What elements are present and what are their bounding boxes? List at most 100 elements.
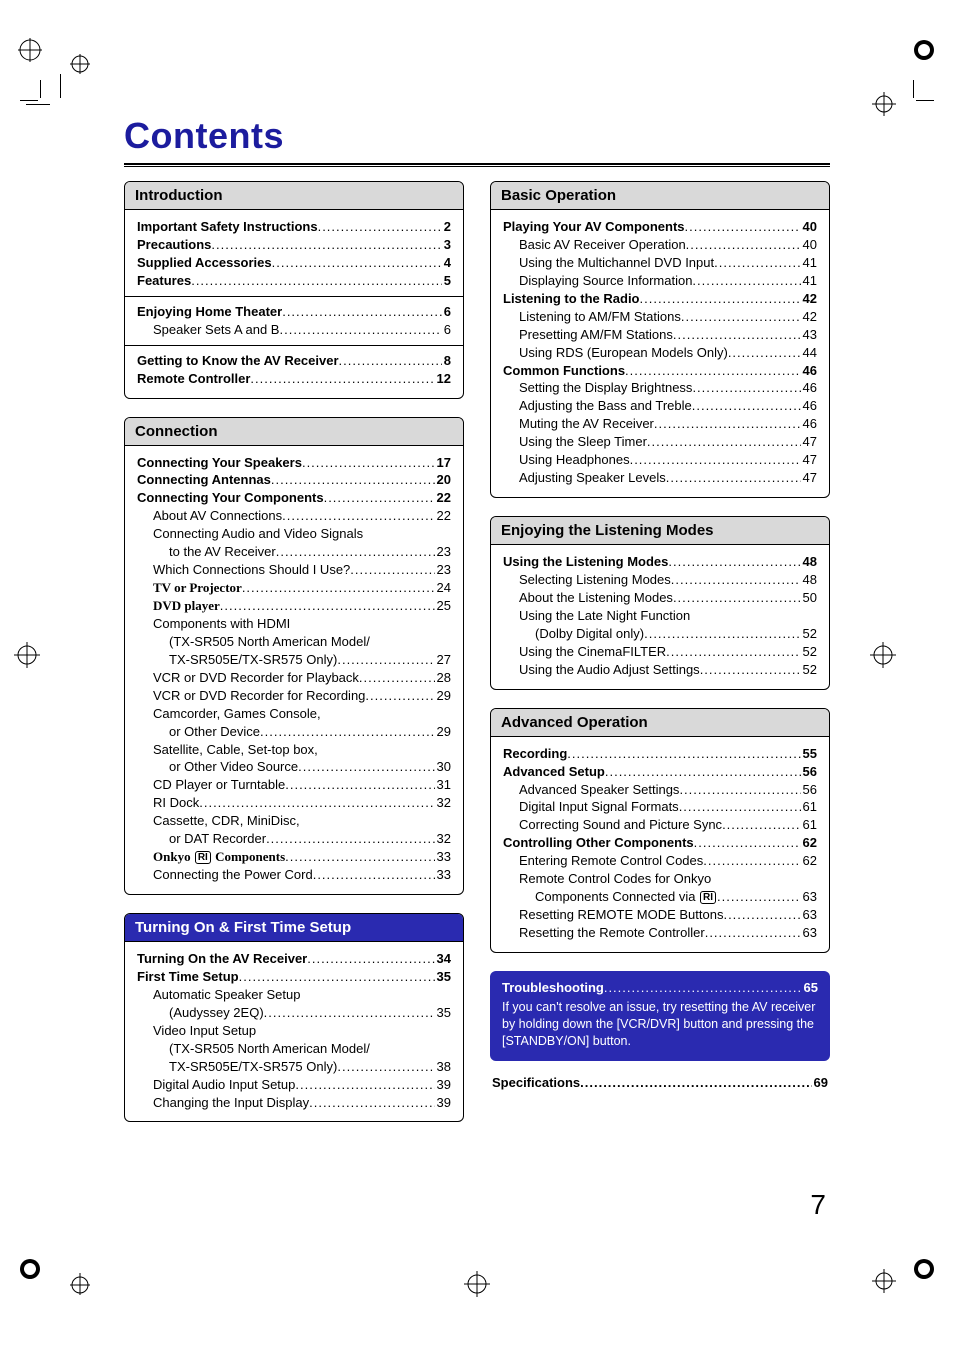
toc-dots [692,272,800,290]
toc-dots [723,906,800,924]
toc-label: Using the CinemaFILTER [519,643,666,661]
toc-label: Components Connected via RI [535,888,717,906]
toc-row: (TX-SR505 North American Model/ [137,633,451,651]
toc-row: Advanced Setup 56 [503,763,817,781]
section-body-basic-operation: Playing Your AV Components40Basic AV Rec… [491,210,829,497]
toc-dots [705,924,801,942]
toc-page: 61 [801,798,817,816]
toc-label: Cassette, CDR, MiniDisc, [153,812,300,830]
toc-page: 40 [801,218,817,236]
toc-row: Controlling Other Components62 [503,834,817,852]
toc-label: Remote Control Codes for Onkyo [519,870,711,888]
toc-row: Using the Sleep Timer47 [503,433,817,451]
toc-label: or DAT Recorder [169,830,266,848]
toc-dots [630,451,801,469]
toc-page: 65 [802,979,818,997]
toc-row: Features5 [137,272,451,290]
crop-line-top-inner [60,74,61,98]
toc-dots [673,326,801,344]
toc-dots [673,589,801,607]
toc-row: (TX-SR505 North American Model/ [137,1040,451,1058]
section-connection: Connection Connecting Your Speakers17Con… [124,417,464,896]
toc-dots [654,415,801,433]
toc-page: 24 [435,579,451,597]
toc-label: Using Headphones [519,451,630,469]
toc-page: 63 [801,906,817,924]
toc-dots [313,866,435,884]
toc-label: (Audyssey 2EQ) [169,1004,264,1022]
toc-label: Advanced Speaker Settings [519,781,679,799]
toc-row: Adjusting the Bass and Treble46 [503,397,817,415]
toc-page: 47 [801,451,817,469]
toc-row: Satellite, Cable, Set-top box, [137,741,451,759]
toc-dots [266,830,434,848]
toc-page: 42 [801,308,817,326]
divider [125,296,463,297]
toc-dots [717,888,800,906]
reg-mark-bottom-left-inner [70,1267,98,1295]
toc-row: TV or Projector 24 [137,579,451,597]
toc-label: Digital Input Signal Formats [519,798,679,816]
toc-row-troubleshooting: Troubleshooting 65 [502,979,818,997]
toc-dots [625,362,800,380]
toc-page: 56 [801,763,817,781]
toc-row: Correcting Sound and Picture Sync61 [503,816,817,834]
section-advanced-operation: Advanced Operation Recording55Advanced S… [490,708,830,953]
toc-page: 29 [435,687,451,705]
toc-label: Features [137,272,191,290]
toc-row: Digital Audio Input Setup39 [137,1076,451,1094]
toc-row: Getting to Know the AV Receiver8 [137,352,451,370]
toc-dots [318,218,442,236]
toc-dots [211,236,441,254]
toc-label: Connecting the Power Cord [153,866,313,884]
toc-row: VCR or DVD Recorder for Recording29 [137,687,451,705]
toc-dots [199,794,434,812]
toc-page: 32 [435,830,451,848]
title-underline [124,163,830,167]
toc-page: 39 [435,1076,451,1094]
toc-label: Specifications [492,1075,580,1090]
toc-dots [365,687,434,705]
section-body-introduction: Important Safety Instructions2Precaution… [125,210,463,398]
toc-row: Important Safety Instructions2 [137,218,451,236]
columns: Introduction Important Safety Instructio… [124,181,830,1140]
toc-row: Setting the Display Brightness46 [503,379,817,397]
toc-label: TV or Projector [153,579,242,597]
toc-label: Using the Sleep Timer [519,433,647,451]
toc-page: 28 [435,669,451,687]
toc-page: 48 [801,553,817,571]
toc-row: Onkyo RI Components33 [137,848,451,866]
toc-label: Important Safety Instructions [137,218,318,236]
toc-label: Muting the AV Receiver [519,415,654,433]
toc-label: Correcting Sound and Picture Sync [519,816,722,834]
toc-dots [640,290,801,308]
toc-page: 63 [801,924,817,942]
toc-dots [722,816,800,834]
toc-label: Camcorder, Games Console, [153,705,321,723]
toc-row: Turning On the AV Receiver34 [137,950,451,968]
toc-dots [191,272,442,290]
toc-page: 34 [435,950,451,968]
toc-dots [692,379,800,397]
toc-row: Which Connections Should I Use?23 [137,561,451,579]
toc-label: Components with HDMI [153,615,290,633]
toc-row: Components Connected via RI63 [503,888,817,906]
toc-page: 52 [801,625,817,643]
section-turning-on: Turning On & First Time Setup Turning On… [124,913,464,1122]
toc-page: 42 [801,290,817,308]
toc-page: 33 [435,848,451,866]
toc-label: Controlling Other Components [503,834,694,852]
toc-page: 29 [435,723,451,741]
toc-dots [276,543,435,561]
toc-label: Advanced Setup [503,763,605,781]
toc-page: 4 [442,254,451,272]
toc-label: to the AV Receiver [169,543,276,561]
toc-label: (TX-SR505 North American Model/ [169,1040,370,1058]
toc-page: 55 [801,745,817,763]
toc-row: Using the Late Night Function [503,607,817,625]
toc-page: 3 [442,236,451,254]
toc-dots [666,643,800,661]
toc-label: Recording [503,745,567,763]
toc-page: 47 [801,469,817,487]
toc-page: 50 [801,589,817,607]
